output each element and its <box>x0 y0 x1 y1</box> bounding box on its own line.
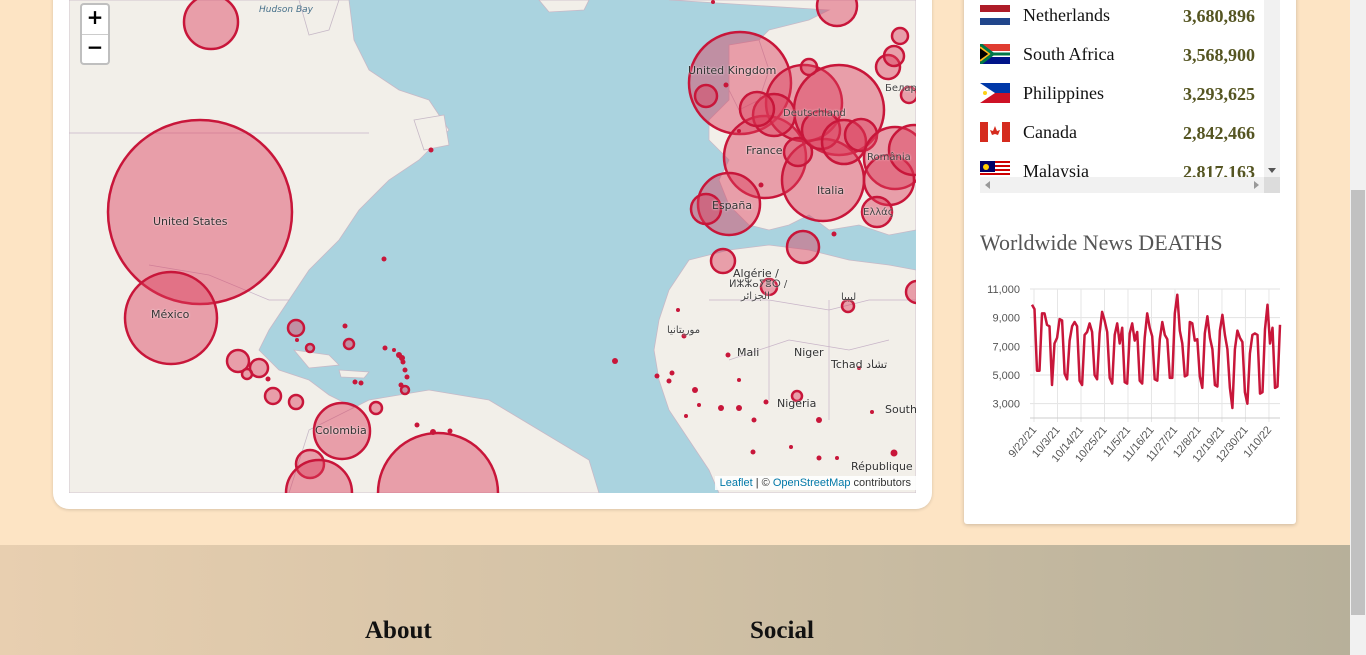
osm-link[interactable]: OpenStreetMap <box>772 477 851 489</box>
deaths-chart-title: Worldwide News DEATHS <box>980 230 1223 255</box>
y-tick-label: 9,000 <box>992 313 1020 325</box>
footer-about-heading: About <box>365 617 432 644</box>
country-row[interactable]: Netherlands 3,680,896 <box>980 1 1263 31</box>
map-label-niger: Niger <box>794 346 824 359</box>
country-name: South Africa <box>1023 44 1115 64</box>
map-label-nigeria: Nigeria <box>777 397 817 410</box>
country-value: 3,568,900 <box>1183 45 1255 65</box>
country-row[interactable]: Philippines 3,293,625 <box>980 79 1263 109</box>
y-tick-label: 11,000 <box>987 284 1020 296</box>
y-tick-label: 5,000 <box>992 370 1020 382</box>
map-label-ellas: Ελλάς <box>863 207 894 218</box>
deaths-line-chart: 11,0009,0007,0005,0003,0009/22/2110/3/21… <box>987 284 1282 465</box>
za-flag-icon <box>980 44 1010 64</box>
small-dots <box>265 0 898 461</box>
country-value: 3,680,896 <box>1183 6 1255 26</box>
page-scrollbar[interactable] <box>1350 0 1366 655</box>
scroll-right-arrow-icon[interactable] <box>1254 181 1259 189</box>
country-row[interactable]: Canada 2,842,466 <box>980 118 1263 148</box>
country-list-horizontal-scrollbar[interactable] <box>980 177 1264 193</box>
country-name: Malaysia <box>1023 161 1089 181</box>
country-value: 2,842,466 <box>1183 123 1255 143</box>
country-list[interactable]: Netherlands 3,680,896 South Africa 3,568,90… <box>980 0 1280 193</box>
map-label-south: South <box>885 403 916 416</box>
attribution-separator: | © <box>752 477 773 489</box>
country-row[interactable]: South Africa 3,568,900 <box>980 40 1263 70</box>
map-label-deutschland: Deutschland <box>783 108 846 119</box>
map-label-mexico: México <box>151 308 190 321</box>
y-tick-label: 3,000 <box>992 399 1020 411</box>
country-name: Netherlands <box>1023 5 1110 25</box>
page-scrollbar-thumb[interactable] <box>1351 190 1365 615</box>
footer-social-heading: Social <box>750 617 814 644</box>
map-label-italia: Italia <box>817 184 845 197</box>
country-name: Philippines <box>1023 83 1105 103</box>
scroll-down-arrow-icon[interactable] <box>1268 168 1276 173</box>
footer: About Social <box>0 545 1350 655</box>
map-canvas[interactable] <box>69 0 916 493</box>
scroll-left-arrow-icon[interactable] <box>985 181 990 189</box>
map-label-romania: România <box>867 152 911 163</box>
zoom-in-button[interactable]: + <box>82 5 108 35</box>
map-label-mauritania: موريتانيا <box>667 325 701 336</box>
country-list-vertical-scrollbar[interactable] <box>1264 0 1280 177</box>
map-label-france: France <box>746 144 783 157</box>
y-tick-label: 7,000 <box>992 341 1020 353</box>
map-label-mali: Mali <box>737 346 760 359</box>
deaths-series-line <box>1030 293 1282 410</box>
map-label-united-kingdom: United Kingdom <box>688 64 777 77</box>
scrollbar-thumb[interactable] <box>994 180 1256 190</box>
map-label-espana: España <box>712 199 753 212</box>
map-label-libya: ليبيا <box>841 292 857 303</box>
case-bubbles[interactable] <box>106 0 916 493</box>
leaflet-link[interactable]: Leaflet <box>719 477 753 489</box>
scrollbar-corner <box>1264 177 1280 193</box>
map-label-algerie-tifinagh: ⵍⵣⵣⴰⵢⴻⵔ / <box>729 279 788 290</box>
map-attribution: Leaflet | © OpenStreetMap contributors <box>714 476 916 490</box>
map-label-algerie: Algérie / <box>733 267 779 280</box>
map-label-republique: République <box>851 460 913 473</box>
ca-flag-icon <box>980 122 1010 142</box>
map-label-belarus: Белар <box>885 83 916 94</box>
map-label-algerie-arabic: الجزائر <box>741 291 770 302</box>
map-label-hudson-bay: Hudson Bay <box>259 5 313 15</box>
country-value: 3,293,625 <box>1183 84 1255 104</box>
map-label-colombia: Colombia <box>315 424 367 437</box>
zoom-out-button[interactable]: − <box>86 35 104 59</box>
map-label-tchad: Tchad تشاد <box>831 358 888 371</box>
map-label-united-states: United States <box>153 215 228 228</box>
world-map[interactable]: Hudson Bay United States México Colombia… <box>69 0 916 493</box>
zoom-control: + − <box>80 3 110 65</box>
attribution-suffix: contributors <box>850 477 911 489</box>
nl-flag-icon <box>980 5 1010 25</box>
country-name: Canada <box>1023 122 1077 142</box>
ph-flag-icon <box>980 83 1010 103</box>
